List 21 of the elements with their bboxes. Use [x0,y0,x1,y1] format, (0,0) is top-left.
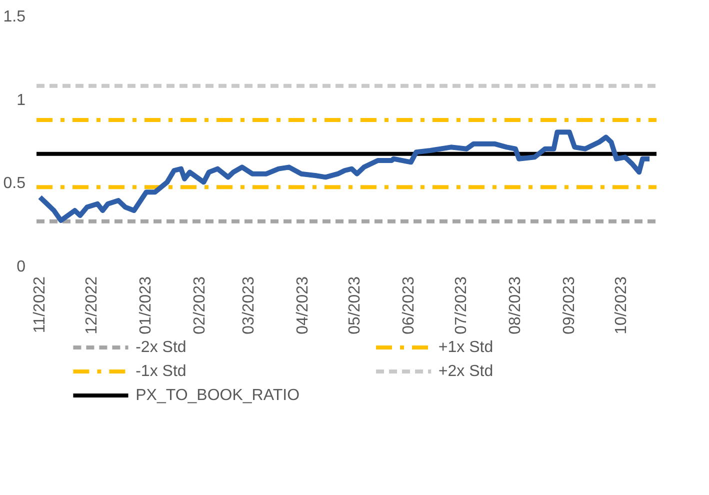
x-tick-label: 02/2023 [192,276,209,334]
x-tick-label: 10/2023 [613,276,630,334]
x-tick-label: 01/2023 [138,276,155,334]
x-tick-label: 05/2023 [346,276,364,334]
y-tick-label: 0 [16,258,26,276]
x-tick-label: 08/2023 [506,276,524,334]
legend-label: +1x Std [438,339,494,356]
legend-label: +2x Std [438,363,494,380]
y-tick-label: 0.5 [3,175,26,192]
x-tick-label: 11/2022 [31,276,48,334]
legend-label: PX_TO_BOOK_RATIO [136,387,300,404]
legend-label: -1x Std [136,363,186,380]
legend-label: -2x Std [136,339,186,356]
y-tick-label: 1 [16,92,26,109]
x-tick-label: 04/2023 [294,276,312,334]
x-tick-label: 06/2023 [400,276,418,334]
x-tick-label: 03/2023 [240,276,258,334]
y-tick-label: 1.5 [3,8,26,26]
x-tick-label: 09/2023 [560,276,578,334]
x-tick-label: 12/2022 [84,276,101,334]
x-tick-label: 07/2023 [452,276,470,334]
